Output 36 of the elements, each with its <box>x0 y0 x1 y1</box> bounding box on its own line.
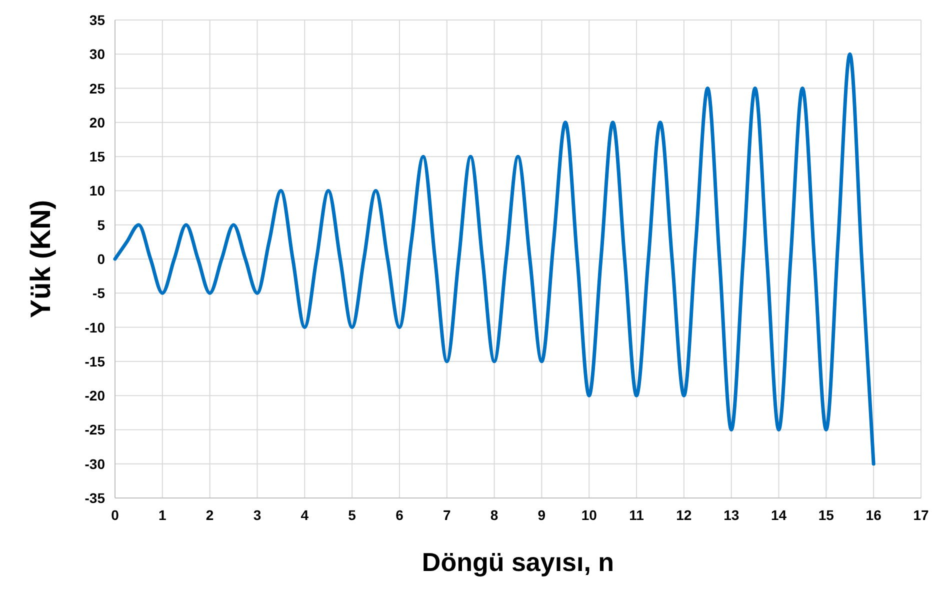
x-tick-label: 9 <box>538 507 546 523</box>
x-tick-label: 16 <box>866 507 882 523</box>
y-axis-title: Yük (KN) <box>25 200 56 318</box>
y-tick-label: -35 <box>84 490 106 506</box>
x-tick-label: 3 <box>253 507 262 523</box>
line-series <box>113 52 876 466</box>
y-tick-label: 5 <box>97 216 106 233</box>
x-tick-label: 5 <box>348 507 356 523</box>
x-tick-label: 7 <box>442 507 451 523</box>
x-tick-label: 0 <box>111 507 120 523</box>
y-tick-label: 15 <box>89 148 106 165</box>
x-tick-label: 12 <box>676 507 692 523</box>
x-tick-label: 6 <box>396 507 404 523</box>
y-tick-label: -5 <box>92 285 106 302</box>
x-tick-label: 1 <box>158 507 167 523</box>
y-tick-label: -20 <box>84 388 106 404</box>
x-tick-label: 8 <box>490 507 498 523</box>
x-tick-label: 10 <box>581 507 598 523</box>
x-tick-label: 2 <box>206 507 214 523</box>
y-tick-label: 20 <box>89 114 106 130</box>
y-tick-label: 25 <box>89 80 106 96</box>
y-tick-label: 35 <box>89 12 106 28</box>
x-tick-label: 11 <box>629 507 644 523</box>
y-tick-label: -10 <box>84 319 106 336</box>
y-tick-label: -30 <box>84 456 106 472</box>
y-tick-label: -15 <box>84 353 106 370</box>
x-tick-label: 17 <box>913 507 929 523</box>
x-tick-label: 4 <box>300 507 309 523</box>
y-tick-label: 10 <box>89 182 106 199</box>
x-tick-label: 15 <box>818 507 834 523</box>
y-tick-label: -25 <box>84 422 106 438</box>
y-tick-label: 0 <box>97 251 106 267</box>
x-axis-title: Döngü sayısı, n <box>422 547 614 577</box>
x-tick-label: 13 <box>724 507 740 523</box>
y-tick-label: 30 <box>89 46 106 62</box>
x-tick-label: 14 <box>770 507 787 523</box>
